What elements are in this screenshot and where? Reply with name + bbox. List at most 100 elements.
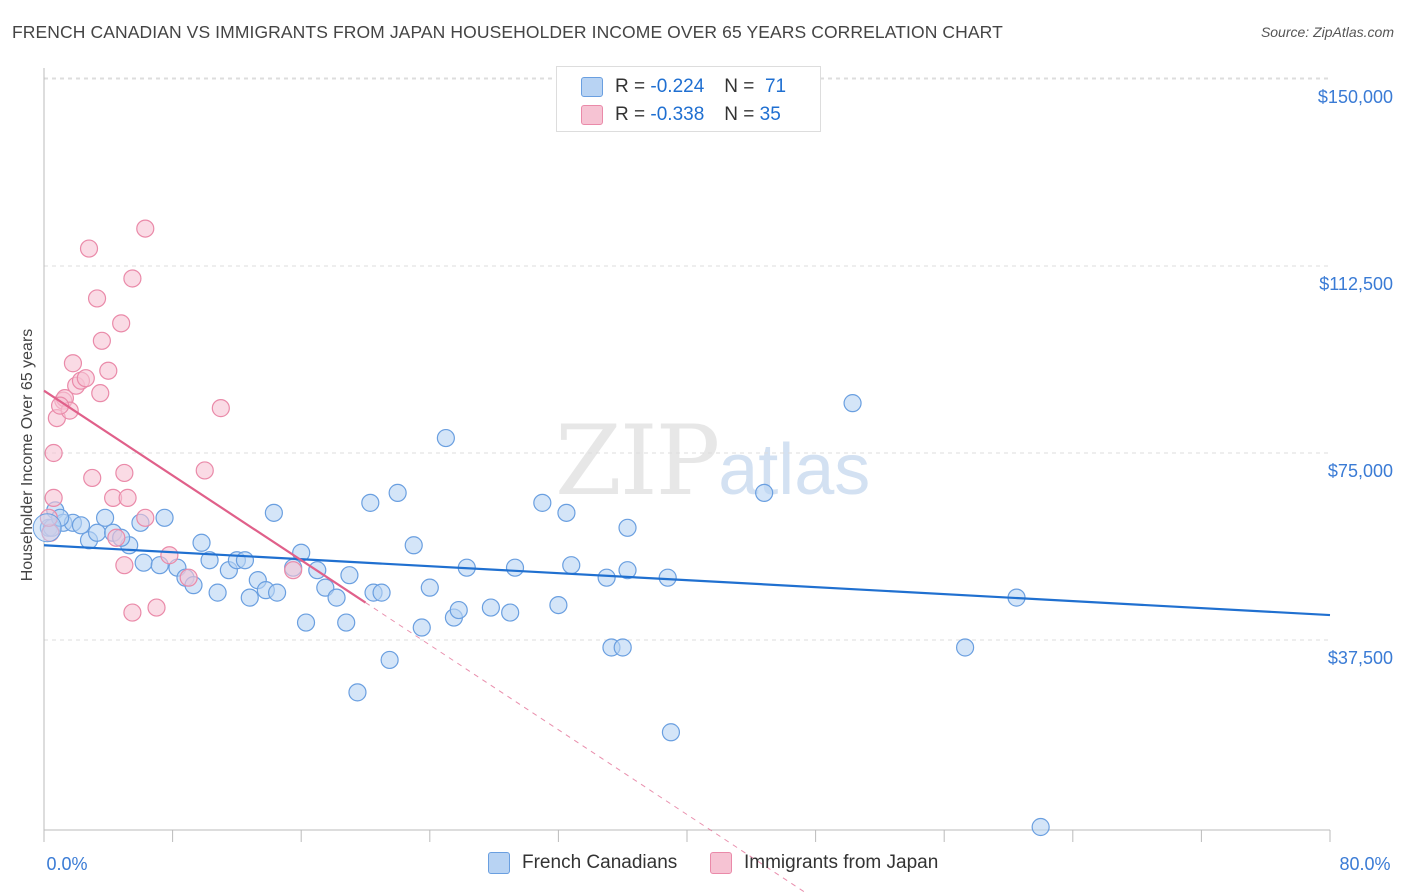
data-point-french-canadians bbox=[618, 561, 637, 580]
y-tick-label: $150,000 bbox=[1318, 87, 1393, 107]
watermark: ZIPatlas bbox=[555, 405, 871, 517]
data-point-french-canadians bbox=[240, 588, 259, 607]
legend-n-value: 71 bbox=[764, 76, 787, 97]
data-point-french-canadians bbox=[412, 618, 431, 637]
data-point-french-canadians bbox=[661, 723, 681, 742]
legend-r-label: R = bbox=[615, 104, 646, 125]
data-point-french-canadians bbox=[208, 583, 227, 602]
legend-r-label: R = bbox=[615, 76, 646, 97]
data-point-immigrants-japan bbox=[211, 399, 230, 418]
data-point-immigrants-japan bbox=[147, 598, 166, 617]
data-point-french-canadians bbox=[955, 638, 975, 657]
data-point-immigrants-japan bbox=[99, 361, 118, 380]
trend-line-immigrants-japan bbox=[43, 389, 367, 604]
data-point-french-canadians bbox=[618, 518, 637, 537]
legend-row-french-canadians: R = -0.224 N = 71 bbox=[581, 74, 786, 100]
data-point-french-canadians bbox=[843, 394, 862, 413]
data-point-french-canadians bbox=[267, 583, 287, 602]
trend-line-french-canadians bbox=[43, 544, 1331, 617]
data-point-immigrants-japan bbox=[123, 603, 142, 622]
data-point-immigrants-japan bbox=[136, 508, 155, 527]
data-point-immigrants-japan bbox=[44, 488, 63, 507]
data-point-french-canadians bbox=[481, 598, 500, 617]
data-point-french-canadians bbox=[1031, 817, 1050, 837]
data-point-french-canadians bbox=[557, 503, 576, 522]
data-point-immigrants-japan bbox=[91, 384, 110, 403]
data-point-immigrants-japan bbox=[195, 461, 214, 480]
data-point-french-canadians bbox=[388, 483, 407, 502]
data-point-immigrants-japan bbox=[160, 546, 179, 565]
correlation-legend: R = -0.224 N = 71 R = -0.338 N = 35 bbox=[556, 66, 821, 132]
data-point-french-canadians bbox=[200, 551, 219, 570]
legend-n-label: N = bbox=[724, 76, 755, 97]
data-point-french-canadians bbox=[420, 578, 439, 597]
data-point-french-canadians bbox=[87, 523, 107, 542]
data-point-french-canadians bbox=[235, 551, 255, 570]
data-point-french-canadians bbox=[597, 568, 616, 587]
source-label: Source: ZipAtlas.com bbox=[1260, 24, 1394, 40]
legend-row-immigrants-japan: R = -0.338 N = 35 bbox=[581, 102, 781, 128]
data-point-immigrants-japan bbox=[118, 488, 137, 507]
data-point-french-canadians bbox=[348, 683, 367, 702]
data-point-french-canadians bbox=[340, 566, 359, 585]
data-point-immigrants-japan bbox=[76, 369, 95, 388]
y-tick-label: $75,000 bbox=[1328, 461, 1393, 481]
data-point-french-canadians bbox=[71, 516, 91, 535]
data-point-immigrants-japan bbox=[107, 528, 126, 547]
data-point-immigrants-japan bbox=[136, 219, 155, 238]
data-point-immigrants-japan bbox=[87, 289, 107, 308]
data-point-immigrants-japan bbox=[123, 269, 142, 288]
data-point-immigrants-japan bbox=[63, 354, 83, 373]
data-point-french-canadians bbox=[95, 508, 115, 527]
data-point-french-canadians bbox=[404, 536, 423, 555]
data-point-immigrants-japan bbox=[115, 556, 134, 575]
data-point-french-canadians bbox=[155, 508, 174, 527]
data-point-french-canadians bbox=[449, 600, 468, 620]
data-point-immigrants-japan bbox=[79, 239, 99, 258]
series-legend: French Canadians Immigrants from Japan bbox=[0, 852, 1406, 878]
legend-label: Immigrants from Japan bbox=[744, 852, 939, 873]
y-tick-label: $112,500 bbox=[1319, 274, 1393, 294]
data-point-french-canadians bbox=[380, 650, 399, 670]
data-point-french-canadians bbox=[372, 583, 391, 602]
data-point-french-canadians bbox=[505, 558, 525, 577]
data-point-immigrants-japan bbox=[284, 561, 303, 580]
data-point-french-canadians bbox=[192, 533, 211, 552]
data-point-french-canadians bbox=[337, 613, 356, 632]
data-point-french-canadians bbox=[549, 595, 568, 615]
legend-n-label: N = bbox=[724, 104, 755, 125]
data-point-immigrants-japan bbox=[179, 568, 198, 587]
data-point-french-canadians bbox=[755, 483, 774, 502]
x-tick-label: 0.0% bbox=[46, 854, 87, 874]
data-point-french-canadians bbox=[562, 556, 581, 575]
legend-n-value: 35 bbox=[759, 104, 781, 125]
data-point-french-canadians bbox=[264, 503, 283, 522]
data-point-immigrants-japan bbox=[92, 331, 111, 350]
y-tick-label: $37,500 bbox=[1328, 648, 1393, 668]
data-point-french-canadians bbox=[533, 493, 552, 512]
data-point-french-canadians bbox=[134, 553, 153, 572]
data-point-immigrants-japan bbox=[83, 468, 102, 488]
data-point-immigrants-japan bbox=[44, 443, 63, 463]
data-point-french-canadians bbox=[501, 603, 520, 622]
trend-line-extension-immigrants-japan bbox=[365, 602, 806, 892]
data-point-french-canadians bbox=[436, 428, 455, 448]
legend-r-value: -0.338 bbox=[650, 104, 705, 125]
legend-swatch-blue bbox=[488, 852, 510, 874]
legend-swatch-pink bbox=[581, 105, 603, 125]
legend-r-value: -0.224 bbox=[650, 76, 705, 97]
data-point-immigrants-japan bbox=[112, 314, 131, 333]
chart-title: FRENCH CANADIAN VS IMMIGRANTS FROM JAPAN… bbox=[12, 22, 1003, 42]
legend-swatch-blue bbox=[581, 77, 603, 97]
data-point-french-canadians bbox=[361, 493, 380, 512]
data-point-french-canadians bbox=[32, 513, 62, 543]
legend-swatch-pink bbox=[710, 852, 732, 874]
data-point-french-canadians bbox=[327, 588, 346, 607]
data-point-immigrants-japan bbox=[115, 463, 134, 483]
x-tick-label: 80.0% bbox=[1339, 854, 1390, 874]
data-point-french-canadians bbox=[296, 613, 316, 632]
legend-item-immigrants-japan[interactable]: Immigrants from Japan bbox=[710, 852, 938, 874]
legend-item-french-canadians[interactable]: French Canadians bbox=[488, 852, 677, 874]
legend-label: French Canadians bbox=[522, 852, 678, 873]
